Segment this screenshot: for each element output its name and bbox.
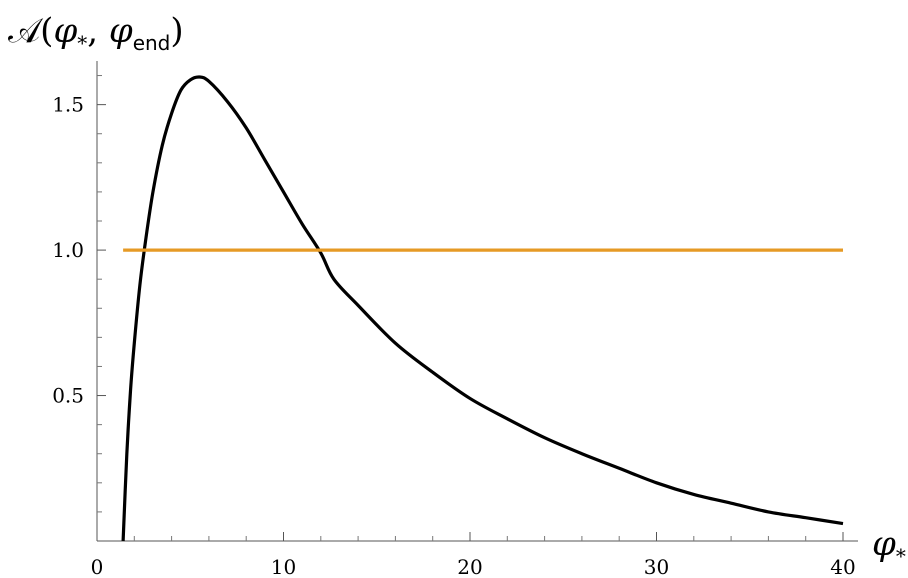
- x-tick-label: 20: [457, 555, 482, 578]
- axes: [96, 61, 858, 542]
- x-label-sub: *: [896, 544, 906, 568]
- x-tick-label: 30: [644, 555, 669, 578]
- x-tick-label: 10: [271, 555, 296, 578]
- y-label-sub1: *: [77, 31, 87, 55]
- x-label-phi: φ: [872, 524, 896, 564]
- y-label-sub2: end: [133, 31, 171, 55]
- x-tick-label: 40: [830, 555, 855, 578]
- x-tick-label: 0: [91, 555, 104, 578]
- ticks: 0 10 20 30 40 0.5 1.0 1.5: [52, 75, 856, 578]
- y-label-comma: ,: [87, 11, 109, 51]
- y-label-open: (: [40, 11, 53, 51]
- series-group: [121, 75, 844, 542]
- y-tick-label: 1.5: [52, 93, 84, 117]
- y-label-script: 𝒜: [8, 11, 44, 51]
- y-tick-label: 0.5: [52, 384, 84, 408]
- y-label-phi1: φ: [53, 11, 77, 51]
- y-axis-label: 𝒜(φ*, φend): [8, 11, 184, 55]
- y-tick-label: 1.0: [52, 238, 84, 262]
- y-label-close: ): [170, 11, 183, 51]
- x-axis-label: φ*: [872, 524, 906, 568]
- series-line-1: [121, 75, 844, 542]
- y-label-phi2: φ: [109, 11, 133, 51]
